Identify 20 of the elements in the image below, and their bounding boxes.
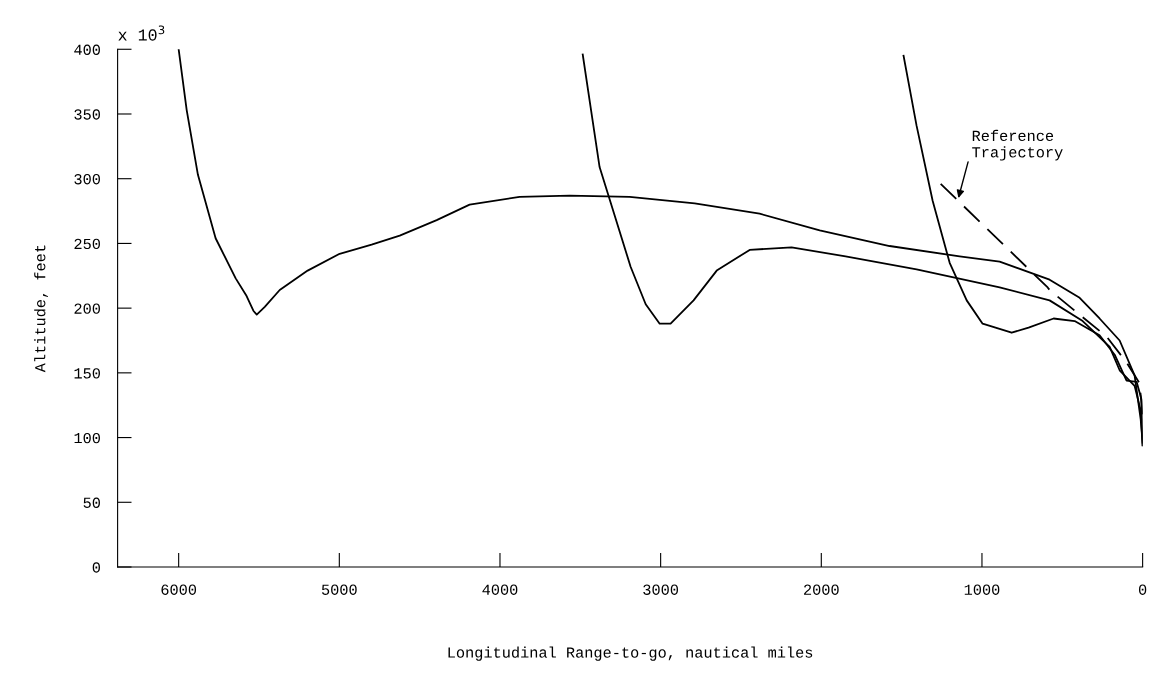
- x-tick-label: 6000: [161, 584, 197, 595]
- x-tick-label: 1000: [964, 584, 1000, 595]
- x-tick-label: 2000: [804, 584, 839, 595]
- text: x 10$^{3}$: [118, 25, 165, 41]
- y-tick-label: 400: [74, 44, 100, 55]
- x-tick-label: 4000: [482, 584, 518, 595]
- y-tick-label: 50: [83, 497, 100, 508]
- y-tick-label: 100: [74, 432, 100, 444]
- y-tick-label: 200: [74, 303, 100, 314]
- annotation: Reference Trajectory: [972, 129, 1063, 161]
- x-axis-title: Longitudinal Range-to-go, nautical miles: [448, 646, 813, 661]
- x-tick-label: 0: [1138, 584, 1147, 595]
- x-tick-label: 3000: [643, 584, 679, 595]
- y-tick-label: 250: [74, 238, 100, 250]
- y-tick-label: 300: [74, 174, 100, 185]
- y-tick-label: 150: [74, 368, 100, 379]
- y-axis-title: Altitude, feet: [34, 245, 48, 373]
- x-tick-label: 5000: [321, 584, 357, 595]
- y-tick-label: 0: [92, 562, 100, 573]
- y-tick-label: 350: [74, 109, 100, 120]
